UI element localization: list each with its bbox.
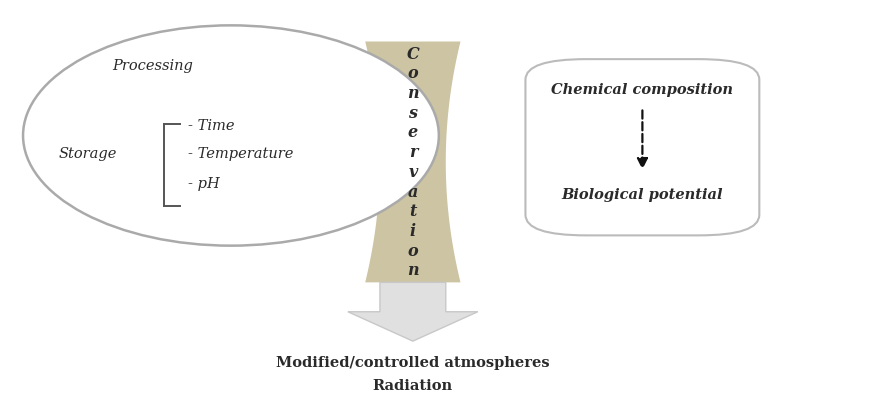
Text: i: i — [410, 222, 416, 239]
Text: Biological potential: Biological potential — [561, 188, 723, 202]
Text: s: s — [408, 104, 417, 121]
Text: - Temperature: - Temperature — [188, 147, 293, 161]
Text: C: C — [407, 46, 419, 63]
Text: t: t — [409, 203, 416, 220]
Text: Radiation: Radiation — [373, 378, 453, 392]
Text: o: o — [408, 242, 418, 259]
Text: Modified/controlled atmospheres: Modified/controlled atmospheres — [276, 355, 550, 369]
Text: Processing: Processing — [113, 59, 194, 73]
Text: a: a — [408, 183, 418, 200]
Text: - pH: - pH — [188, 176, 219, 190]
Text: n: n — [407, 85, 419, 102]
Polygon shape — [365, 43, 461, 282]
Text: v: v — [408, 164, 417, 180]
Ellipse shape — [23, 26, 439, 246]
FancyBboxPatch shape — [526, 60, 760, 236]
Text: Chemical composition: Chemical composition — [552, 82, 733, 96]
Polygon shape — [348, 282, 478, 341]
Text: n: n — [407, 261, 419, 278]
Text: - Time: - Time — [188, 119, 234, 133]
Text: e: e — [408, 124, 418, 141]
Text: r: r — [408, 144, 417, 161]
Text: Storage: Storage — [59, 147, 117, 161]
Text: o: o — [408, 65, 418, 82]
